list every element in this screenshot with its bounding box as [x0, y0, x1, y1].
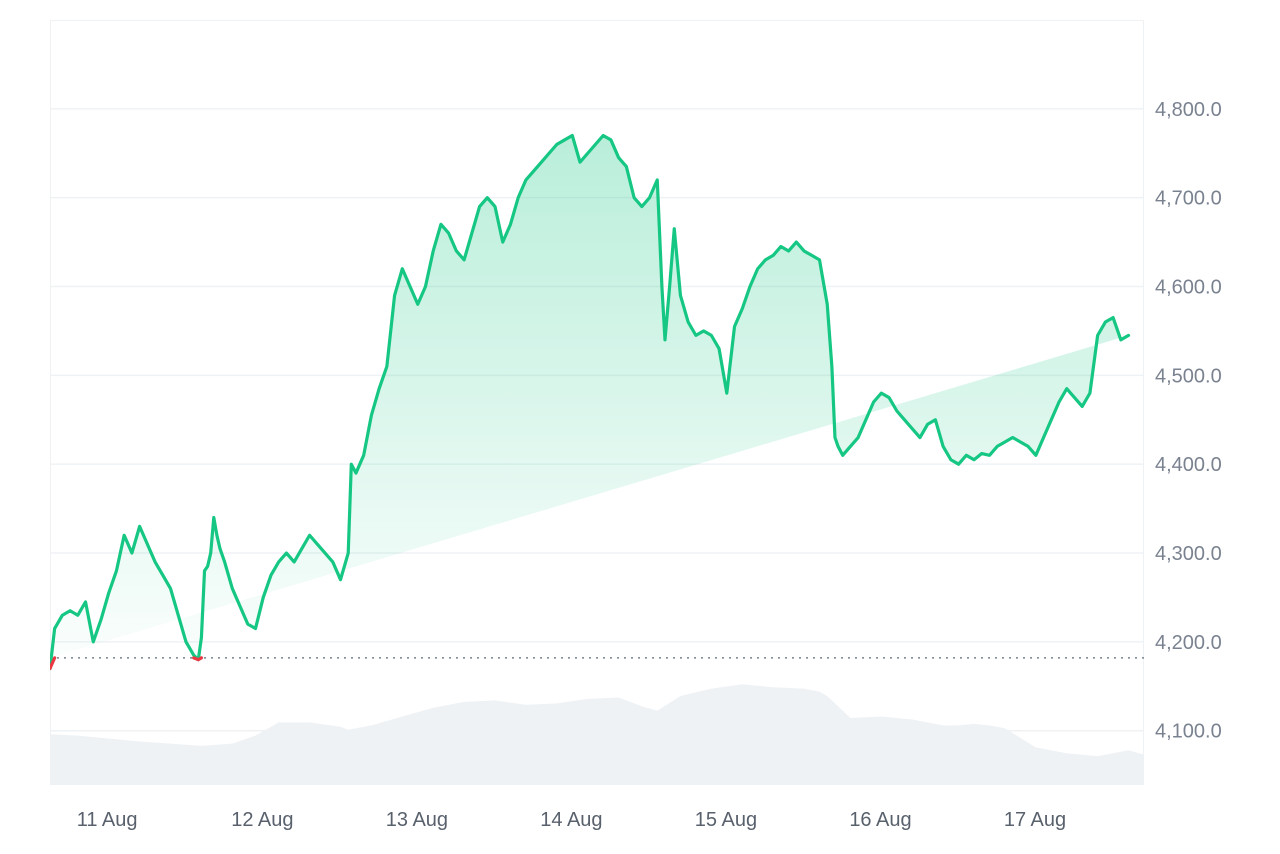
price-line-down-segment	[196, 656, 204, 662]
y-tick-label: 4,100.0	[1155, 721, 1222, 743]
x-axis: 11 Aug 12 Aug 13 Aug 14 Aug 15 Aug 16 Aug 17 A…	[77, 809, 1066, 831]
price-line-down-segment	[50, 656, 57, 671]
volume-area	[50, 684, 1144, 784]
x-tick-label: 11 Aug	[77, 809, 138, 831]
y-tick-label: 4,500.0	[1155, 365, 1222, 387]
volume-series	[50, 684, 1144, 784]
x-tick-label: 16 Aug	[849, 809, 911, 831]
price-area-fill	[50, 135, 1129, 658]
y-tick-label: 4,400.0	[1155, 454, 1222, 476]
y-tick-label: 4,700.0	[1155, 188, 1222, 210]
x-tick-label: 13 Aug	[386, 809, 448, 831]
y-tick-label: 4,600.0	[1155, 277, 1222, 299]
y-tick-label: 4,200.0	[1155, 632, 1222, 654]
plot-frame	[50, 20, 1144, 785]
y-axis: 4,100.0 4,200.0 4,300.0 4,400.0 4,500.0 4,600…	[1155, 99, 1222, 743]
price-line-series	[50, 133, 1131, 671]
y-tick-label: 4,300.0	[1155, 543, 1222, 565]
price-area	[50, 135, 1129, 658]
y-tick-label: 4,800.0	[1155, 99, 1222, 121]
x-tick-label: 17 Aug	[1004, 809, 1066, 831]
price-line	[50, 133, 1131, 671]
x-tick-label: 12 Aug	[231, 809, 293, 831]
x-tick-label: 15 Aug	[695, 809, 757, 831]
x-tick-label: 14 Aug	[540, 809, 602, 831]
